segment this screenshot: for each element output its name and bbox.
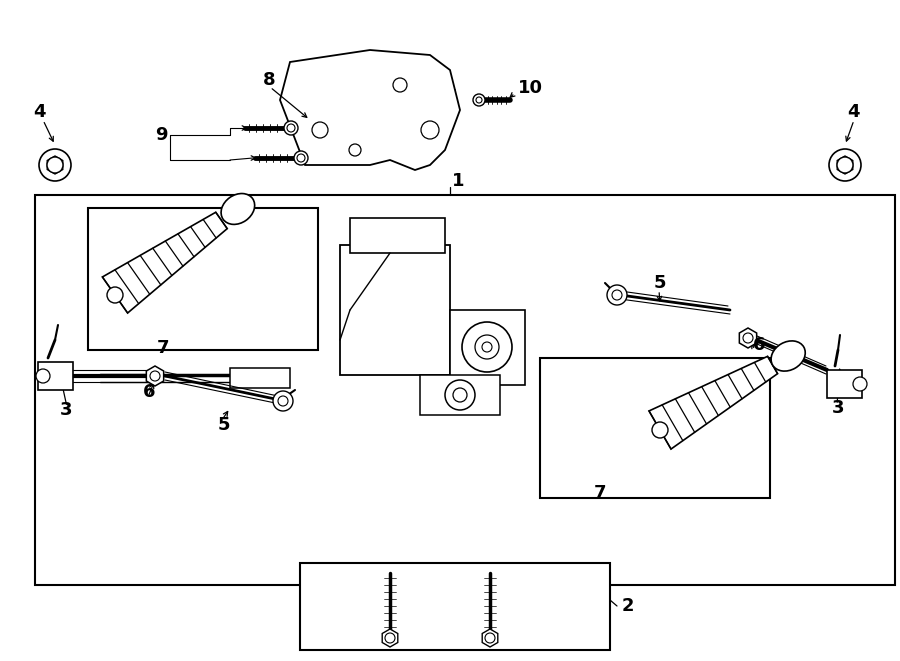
- Text: 5: 5: [654, 274, 667, 292]
- Circle shape: [607, 285, 627, 305]
- Circle shape: [475, 335, 499, 359]
- Polygon shape: [47, 156, 63, 174]
- Text: 7: 7: [594, 484, 607, 502]
- Circle shape: [482, 342, 492, 352]
- Text: 1: 1: [452, 172, 464, 190]
- Circle shape: [107, 287, 123, 303]
- Bar: [540, 358, 770, 498]
- Polygon shape: [482, 629, 498, 647]
- Polygon shape: [280, 50, 460, 170]
- Polygon shape: [382, 629, 398, 647]
- Circle shape: [312, 122, 328, 138]
- Polygon shape: [147, 366, 164, 386]
- Ellipse shape: [221, 194, 255, 224]
- Circle shape: [445, 380, 475, 410]
- Bar: [340, 245, 450, 375]
- Circle shape: [349, 144, 361, 156]
- Circle shape: [47, 157, 63, 173]
- Text: 3: 3: [60, 401, 73, 419]
- Circle shape: [385, 633, 395, 643]
- Circle shape: [294, 151, 308, 165]
- Circle shape: [853, 377, 867, 391]
- Ellipse shape: [771, 341, 806, 371]
- Polygon shape: [103, 212, 227, 313]
- Circle shape: [462, 322, 512, 372]
- Text: 9: 9: [155, 126, 167, 144]
- Circle shape: [297, 154, 305, 162]
- Text: 5: 5: [218, 416, 230, 434]
- Circle shape: [39, 149, 71, 181]
- Circle shape: [485, 633, 495, 643]
- Text: 10: 10: [518, 79, 543, 97]
- Circle shape: [150, 371, 160, 381]
- Bar: [35, 195, 895, 585]
- Circle shape: [287, 124, 295, 132]
- Circle shape: [837, 157, 853, 173]
- Bar: [827, 370, 862, 398]
- Polygon shape: [837, 156, 853, 174]
- Circle shape: [278, 396, 288, 406]
- Text: 6: 6: [143, 383, 156, 401]
- Polygon shape: [649, 356, 778, 449]
- Circle shape: [273, 391, 293, 411]
- Text: 2: 2: [622, 597, 634, 615]
- Bar: [88, 208, 318, 350]
- Circle shape: [453, 388, 467, 402]
- Circle shape: [284, 121, 298, 135]
- Circle shape: [652, 422, 668, 438]
- Polygon shape: [739, 328, 757, 348]
- Circle shape: [473, 94, 485, 106]
- Bar: [300, 563, 610, 650]
- Circle shape: [743, 333, 753, 343]
- Text: 8: 8: [263, 71, 275, 89]
- Text: 3: 3: [832, 399, 844, 417]
- Circle shape: [612, 290, 622, 300]
- Text: 4: 4: [847, 103, 860, 121]
- Bar: [350, 218, 445, 253]
- Circle shape: [476, 97, 482, 103]
- Bar: [38, 362, 73, 390]
- Polygon shape: [420, 80, 455, 155]
- Text: 7: 7: [157, 339, 169, 357]
- Text: 4: 4: [33, 103, 46, 121]
- Bar: [420, 375, 500, 415]
- Bar: [450, 310, 525, 385]
- Bar: [230, 368, 290, 388]
- Circle shape: [393, 78, 407, 92]
- Circle shape: [421, 121, 439, 139]
- Circle shape: [36, 369, 50, 383]
- Text: 6: 6: [753, 336, 766, 354]
- Circle shape: [829, 149, 861, 181]
